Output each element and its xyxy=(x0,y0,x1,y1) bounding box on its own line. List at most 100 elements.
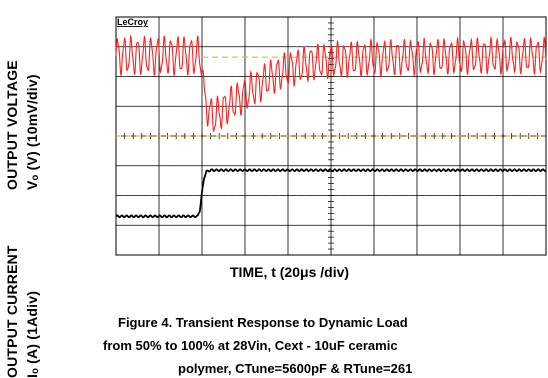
oscilloscope-plot: LeCroy xyxy=(114,16,548,256)
grid-dot xyxy=(236,165,237,167)
grid-dot xyxy=(339,76,340,77)
grid-dot xyxy=(270,76,272,77)
grid-dot xyxy=(296,195,297,196)
grid-dot xyxy=(433,105,435,107)
grid-dot xyxy=(261,76,263,77)
grid-dot xyxy=(184,224,186,226)
grid-dot xyxy=(485,135,487,137)
grid-dot xyxy=(132,165,134,167)
grid-dot xyxy=(322,195,323,196)
grid-dot xyxy=(124,105,125,107)
grid-dot xyxy=(537,46,538,48)
grid-dot xyxy=(356,195,358,196)
grid-dot xyxy=(356,76,358,77)
grid-dot xyxy=(141,135,143,137)
grid-dot xyxy=(227,195,229,196)
grid-dot xyxy=(390,135,392,137)
grid-dot xyxy=(511,76,512,77)
grid-dot xyxy=(528,105,530,107)
grid-dot xyxy=(296,165,297,167)
grid-dot xyxy=(476,105,478,107)
grid-dot xyxy=(537,195,538,196)
grid-dot xyxy=(519,105,521,107)
grid-dot xyxy=(519,195,521,196)
grid-dot xyxy=(261,224,263,226)
grid-dot xyxy=(270,224,272,226)
grid-dot xyxy=(485,76,487,77)
grid-dot xyxy=(519,224,521,226)
grid-dot xyxy=(528,76,530,77)
grid-dot xyxy=(132,76,134,77)
grid-dot xyxy=(347,105,349,107)
grid-dot xyxy=(382,195,383,196)
grid-dot xyxy=(485,195,487,196)
grid-dot xyxy=(468,105,469,107)
grid-dot xyxy=(451,46,452,48)
grid-dot xyxy=(227,165,229,167)
grid-dot xyxy=(210,46,211,48)
caption-line1: Figure 4. Transient Response to Dynamic … xyxy=(118,315,408,330)
grid-dot xyxy=(253,46,254,48)
grid-dot xyxy=(193,105,194,107)
grid-dot xyxy=(519,76,521,77)
grid-dot xyxy=(442,76,444,77)
grid-dot xyxy=(399,165,401,167)
x-axis-label: TIME, t (20μs /div) xyxy=(230,264,350,280)
grid-dot xyxy=(442,195,444,196)
grid-dot xyxy=(382,105,383,107)
grid-dot xyxy=(210,224,211,226)
grid-dot xyxy=(451,224,452,226)
grid-dot xyxy=(494,76,495,77)
grid-dot xyxy=(175,195,177,196)
grid-dot xyxy=(150,165,151,167)
grid-dot xyxy=(193,224,194,226)
grid-dot xyxy=(365,135,366,137)
grid-dot xyxy=(313,195,315,196)
grid-dot xyxy=(537,105,538,107)
oscilloscope-svg: LeCroy xyxy=(115,16,547,256)
grid-dot xyxy=(236,76,237,77)
grid-dot xyxy=(175,76,177,77)
grid-dot xyxy=(442,165,444,167)
grid-dot xyxy=(365,165,366,167)
grid-dot xyxy=(390,165,392,167)
grid-dot xyxy=(322,76,323,77)
grid-dot xyxy=(124,46,125,48)
grid-dot xyxy=(184,105,186,107)
grid-dot xyxy=(184,195,186,196)
grid-dot xyxy=(279,195,280,196)
grid-dot xyxy=(124,224,125,226)
grid-dot xyxy=(167,224,168,226)
grid-dot xyxy=(322,46,323,48)
grid-dot xyxy=(339,224,340,226)
grid-dot xyxy=(218,165,220,167)
current-axis-label-line2: Iₒ (A) (1Adiv) xyxy=(24,290,40,378)
grid-dot xyxy=(347,165,349,167)
grid-dot xyxy=(442,224,444,226)
grid-dot xyxy=(511,195,512,196)
grid-dot xyxy=(476,195,478,196)
grid-dot xyxy=(279,105,280,107)
grid-dot xyxy=(390,195,392,196)
grid-dot xyxy=(279,46,280,48)
grid-dot xyxy=(227,46,229,48)
grid-dot xyxy=(167,195,168,196)
grid-dot xyxy=(141,195,143,196)
grid-dot xyxy=(193,76,194,77)
grid-dot xyxy=(141,224,143,226)
grid-dot xyxy=(218,195,220,196)
grid-dot xyxy=(227,76,229,77)
grid-dot xyxy=(425,135,426,137)
grid-dot xyxy=(236,224,237,226)
grid-dot xyxy=(279,224,280,226)
grid-dot xyxy=(399,46,401,48)
grid-dot xyxy=(399,76,401,77)
grid-dot xyxy=(261,135,263,137)
grid-dot xyxy=(365,195,366,196)
grid-dot xyxy=(399,224,401,226)
grid-dot xyxy=(270,46,272,48)
grid-dot xyxy=(485,224,487,226)
grid-dot xyxy=(175,165,177,167)
grid-dot xyxy=(124,195,125,196)
grid-dot xyxy=(124,135,125,137)
